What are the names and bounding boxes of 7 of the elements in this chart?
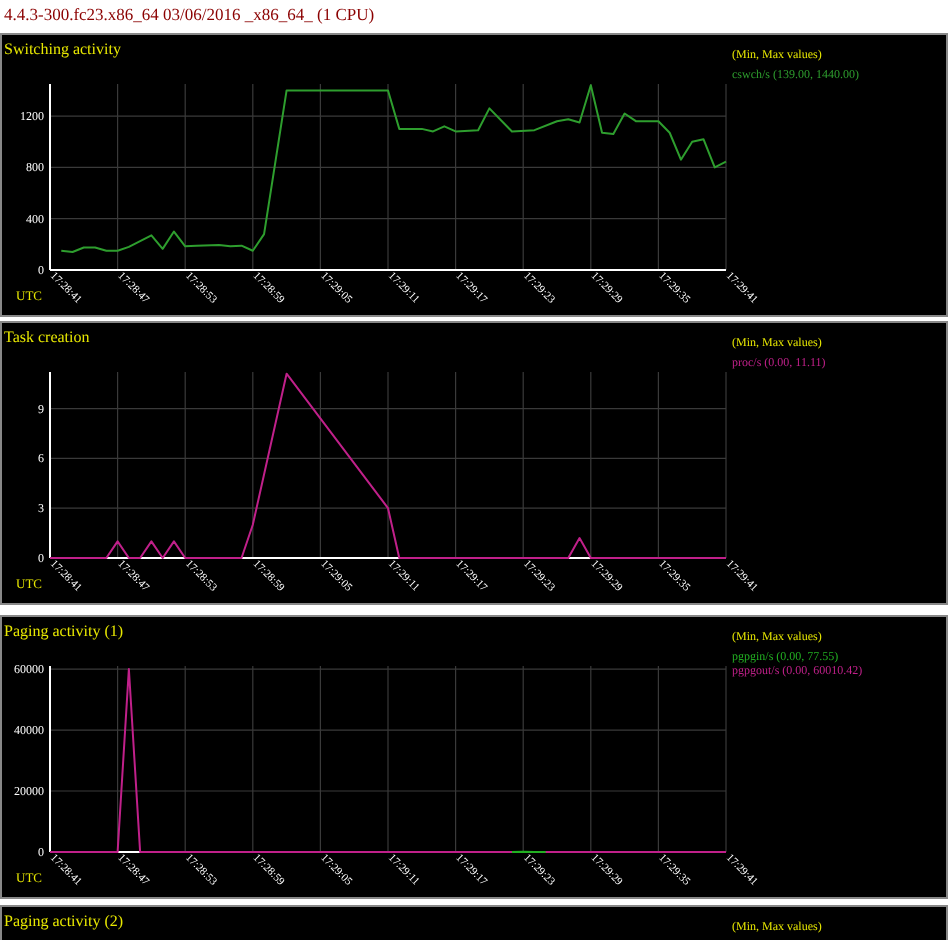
line-series: [49, 372, 727, 559]
text: 4.4.3-300.fc23.x86_64 03/06/2016 _x86_64_ (1 CPU): [4, 4, 375, 24]
chart-title: Paging activity (1): [4, 622, 124, 640]
chart-title: Task creation: [4, 328, 90, 346]
text: Paging activity (2): [4, 912, 124, 930]
chart-title: Switching activity: [4, 40, 121, 58]
line-series: [60, 84, 727, 254]
